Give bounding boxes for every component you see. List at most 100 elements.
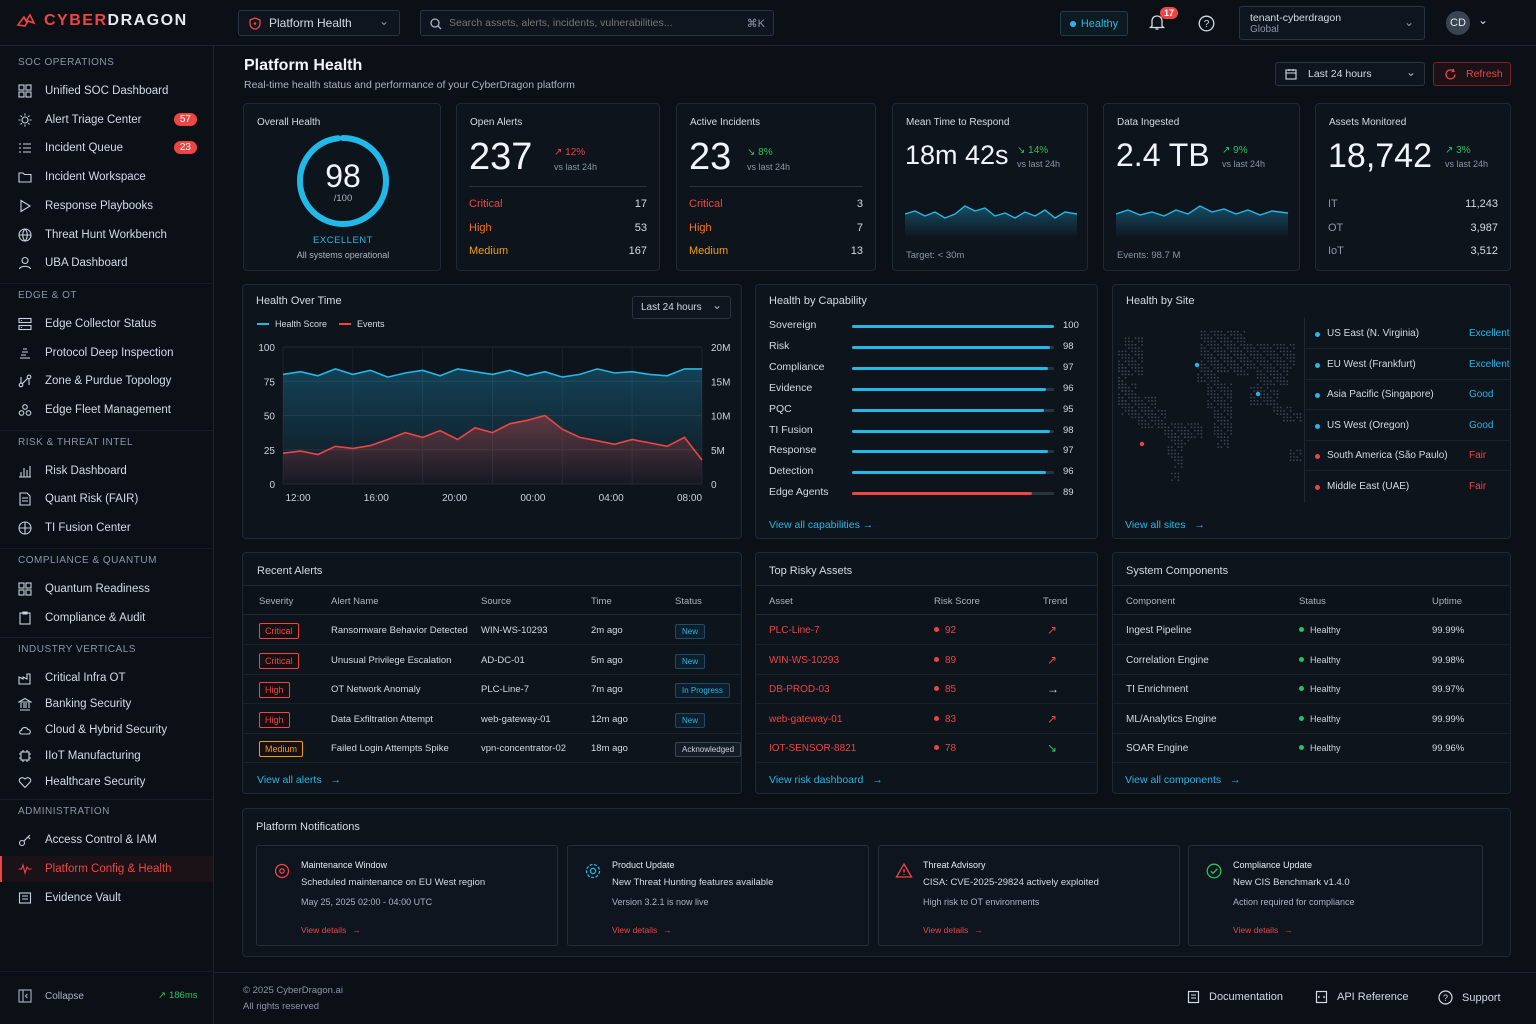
tenant-switcher[interactable]: tenant-cyberdragon Global ⌄: [1239, 6, 1425, 40]
asset-name[interactable]: DB-PROD-03: [769, 684, 830, 696]
component-name[interactable]: SOAR Engine: [1126, 743, 1189, 755]
kpi-open-alerts[interactable]: Open Alerts 237 ↗ 12% vs last 24h Critic…: [456, 103, 660, 271]
table-row[interactable]: High OT Network Anomaly PLC-Line-7 7m ago In…: [243, 675, 741, 705]
view-all-sites-link[interactable]: View all sites →: [1125, 519, 1205, 531]
table-row[interactable]: WIN-WS-10293 89 ↗: [756, 646, 1097, 675]
sidebar-item-edge-collector-status[interactable]: Edge Collector Status: [0, 311, 213, 337]
view-details-link[interactable]: View details →: [1233, 925, 1293, 935]
sidebar-item-quant-risk-fair[interactable]: Quant Risk (FAIR): [0, 486, 213, 512]
capability-row-detection[interactable]: Detection 96: [769, 465, 1087, 481]
sidebar-item-quantum-readiness[interactable]: Quantum Readiness: [0, 576, 213, 602]
sidebar-item-unified-soc-dashboard[interactable]: Unified SOC Dashboard: [0, 78, 213, 104]
notifications-button[interactable]: 17: [1148, 7, 1179, 36]
sidebar-item-protocol-deep-inspection[interactable]: Protocol Deep Inspection: [0, 340, 213, 366]
sidebar-item-banking-security[interactable]: Banking Security: [0, 691, 213, 717]
capability-row-pqc[interactable]: PQC 95: [769, 403, 1087, 419]
site-row-middle-east-uae[interactable]: Middle East (UAE) Fair: [1305, 472, 1510, 502]
site-row-asia-pacific-singapore[interactable]: Asia Pacific (Singapore) Good: [1305, 380, 1510, 411]
sidebar-item-alert-triage-center[interactable]: Alert Triage Center 57: [0, 107, 213, 133]
column-header[interactable]: Severity: [259, 596, 294, 607]
view-details-link[interactable]: View details →: [923, 925, 983, 935]
sidebar-item-risk-dashboard[interactable]: Risk Dashboard: [0, 458, 213, 484]
table-row[interactable]: Correlation Engine Healthy 99.98%: [1113, 646, 1510, 675]
capability-row-evidence[interactable]: Evidence 96: [769, 382, 1087, 398]
kpi-data-ingested[interactable]: Data Ingested 2.4 TB ↗ 9% vs last 24h Ev…: [1103, 103, 1300, 271]
footer-link-api[interactable]: API Reference: [1315, 990, 1409, 1004]
sidebar-item-cloud-hybrid-security[interactable]: Cloud & Hybrid Security: [0, 717, 213, 743]
notification-product-update[interactable]: Product Update New Threat Hunting feature…: [567, 845, 869, 946]
table-row[interactable]: Critical Ransomware Behavior Detected WIN-…: [243, 616, 741, 645]
table-row[interactable]: TI Enrichment Healthy 99.97%: [1113, 675, 1510, 705]
kpi-assets-monitored[interactable]: Assets Monitored 18,742 ↗ 3% vs last 24h…: [1315, 103, 1511, 271]
table-row[interactable]: SOAR Engine Healthy 99.96%: [1113, 734, 1510, 764]
sidebar-item-incident-workspace[interactable]: Incident Workspace: [0, 164, 213, 190]
sidebar-item-edge-fleet-management[interactable]: Edge Fleet Management: [0, 397, 213, 423]
global-search[interactable]: ⌘K: [420, 10, 774, 36]
collapse-button[interactable]: Collapse: [18, 989, 84, 1003]
capability-row-ti-fusion[interactable]: TI Fusion 98: [769, 424, 1087, 440]
search-input[interactable]: [449, 17, 739, 29]
brand-logo[interactable]: CYBERDRAGON: [16, 12, 188, 30]
sidebar-item-iiot-manufacturing[interactable]: IIoT Manufacturing: [0, 743, 213, 769]
sidebar-item-ti-fusion-center[interactable]: TI Fusion Center: [0, 515, 213, 541]
site-marker[interactable]: [1255, 391, 1261, 397]
table-row[interactable]: High Data Exfiltration Attempt web-gateway…: [243, 705, 741, 734]
view-all-components-link[interactable]: View all components →: [1125, 774, 1241, 786]
alert-name[interactable]: OT Network Anomaly: [331, 684, 421, 696]
sidebar-item-threat-hunt-workbench[interactable]: Threat Hunt Workbench: [0, 222, 213, 248]
capability-row-risk[interactable]: Risk 98: [769, 340, 1087, 356]
avatar[interactable]: CD: [1446, 11, 1470, 35]
column-header[interactable]: Asset: [769, 596, 793, 607]
component-name[interactable]: ML/Analytics Engine: [1126, 713, 1217, 725]
table-row[interactable]: Ingest Pipeline Healthy 99.99%: [1113, 616, 1510, 645]
view-risk-dashboard-link[interactable]: View risk dashboard →: [769, 774, 883, 786]
kpi-mttr[interactable]: Mean Time to Respond 18m 42s ↘ 14% vs la…: [892, 103, 1088, 271]
component-name[interactable]: Correlation Engine: [1126, 654, 1209, 666]
alert-name[interactable]: Ransomware Behavior Detected: [331, 625, 468, 636]
asset-name[interactable]: IOT-SENSOR-8821: [769, 743, 857, 755]
asset-name[interactable]: WIN-WS-10293: [769, 654, 840, 666]
view-all-alerts-link[interactable]: View all alerts →: [257, 774, 341, 786]
user-menu-chevron-icon[interactable]: ⌄: [1478, 13, 1489, 27]
sidebar-item-zone-purdue-topology[interactable]: Zone & Purdue Topology: [0, 368, 213, 394]
table-row[interactable]: DB-PROD-03 85 →: [756, 675, 1097, 705]
table-row[interactable]: ML/Analytics Engine Healthy 99.99%: [1113, 705, 1510, 734]
table-row[interactable]: PLC-Line-7 92 ↗: [756, 616, 1097, 645]
notification-maintenance-window[interactable]: Maintenance Window Scheduled maintenance …: [256, 845, 558, 946]
capability-row-response[interactable]: Response 97: [769, 444, 1087, 460]
column-header[interactable]: Source: [481, 596, 512, 607]
view-details-link[interactable]: View details →: [301, 925, 361, 935]
sidebar-item-platform-config-health[interactable]: Platform Config & Health: [0, 855, 213, 882]
sidebar-item-uba-dashboard[interactable]: UBA Dashboard: [0, 250, 213, 276]
sidebar-item-incident-queue[interactable]: Incident Queue 23: [0, 135, 213, 161]
health-status-pill[interactable]: Healthy: [1060, 11, 1128, 36]
sidebar-item-response-playbooks[interactable]: Response Playbooks: [0, 193, 213, 219]
column-header[interactable]: Status: [1299, 596, 1326, 607]
alert-name[interactable]: Unusual Privilege Escalation: [331, 654, 452, 666]
chart-range-select[interactable]: Last 24 hours ⌄: [632, 296, 731, 319]
refresh-button[interactable]: Refresh: [1433, 62, 1511, 86]
sidebar-item-compliance-audit[interactable]: Compliance & Audit: [0, 605, 213, 631]
sidebar-item-evidence-vault[interactable]: Evidence Vault: [0, 885, 213, 911]
table-row[interactable]: Critical Unusual Privilege Escalation AD-D…: [243, 646, 741, 675]
table-row[interactable]: IOT-SENSOR-8821 78 ↘: [756, 734, 1097, 764]
notification-threat-advisory[interactable]: Threat Advisory CISA: CVE-2025-29824 acti…: [878, 845, 1180, 946]
site-row-south-america-s-o-paulo[interactable]: South America (São Paulo) Fair: [1305, 441, 1510, 472]
column-header[interactable]: Trend: [1043, 596, 1068, 607]
alert-name[interactable]: Failed Login Attempts Spike: [331, 743, 449, 755]
column-header[interactable]: Status: [675, 596, 702, 607]
capability-row-edge-agents[interactable]: Edge Agents 89: [769, 486, 1087, 502]
column-header[interactable]: Component: [1126, 596, 1176, 607]
sidebar-item-access-control-iam[interactable]: Access Control & IAM: [0, 827, 213, 853]
sidebar-item-healthcare-security[interactable]: Healthcare Security: [0, 769, 213, 795]
sidebar-item-critical-infra-ot[interactable]: Critical Infra OT: [0, 665, 213, 691]
help-icon[interactable]: ?: [1198, 15, 1215, 32]
time-range-select[interactable]: Last 24 hours ⌄: [1275, 62, 1425, 86]
site-row-eu-west-frankfurt[interactable]: EU West (Frankfurt) Excellent: [1305, 350, 1510, 380]
asset-name[interactable]: PLC-Line-7: [769, 625, 820, 636]
page-select[interactable]: Platform Health ⌄: [238, 10, 400, 36]
column-header[interactable]: Time: [591, 596, 612, 607]
kpi-active-incidents[interactable]: Active Incidents 23 ↘ 8% vs last 24h Cri…: [676, 103, 876, 271]
component-name[interactable]: Ingest Pipeline: [1126, 625, 1192, 636]
notification-compliance-update[interactable]: Compliance Update New CIS Benchmark v1.4.…: [1188, 845, 1483, 946]
